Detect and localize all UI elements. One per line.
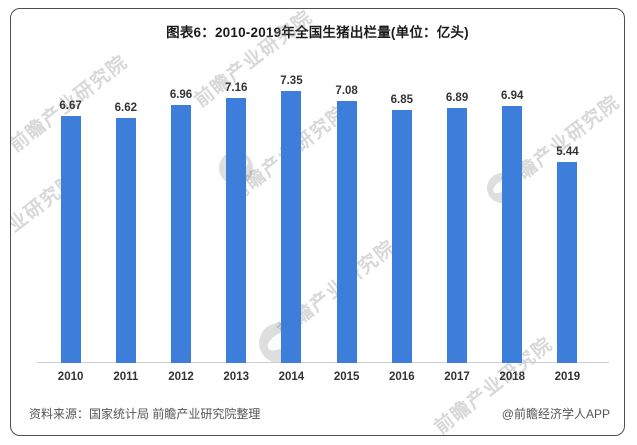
- bar-group-2017: 6.89 2017: [429, 71, 484, 387]
- x-axis-label-2012: 2012: [168, 371, 194, 383]
- chart-frame: 图表6：2010-2019年全国生猪出栏量(单位：亿头) 前瞻产业研究院 前瞻产…: [10, 8, 625, 436]
- bar-value-label: 7.16: [225, 82, 248, 94]
- bar-value-label: 7.35: [280, 75, 303, 87]
- x-axis-label-2010: 2010: [57, 371, 84, 383]
- bar-value-label: 6.94: [501, 90, 524, 102]
- bar-2012: [171, 105, 191, 363]
- bar-group-2010: 6.67 2010: [43, 71, 98, 387]
- bar-2011: [115, 118, 136, 363]
- bar-value-label: 6.67: [59, 100, 82, 112]
- bar-group-2013: 7.16 2013: [209, 71, 264, 387]
- source-note: 资料来源：国家统计局 前瞻产业研究院整理: [29, 407, 261, 421]
- bar-2018: [502, 106, 523, 363]
- x-axis-label-2014: 2014: [278, 371, 305, 383]
- chart-title: 图表6：2010-2019年全国生猪出栏量(单位：亿头): [166, 25, 469, 40]
- bar-series: 6.67 2010 6.62 2011 6.96 2012 7.16 2013 7.35 2014…: [43, 71, 595, 387]
- bar-group-2012: 6.96 2012: [153, 71, 208, 387]
- x-axis-line: [37, 362, 609, 363]
- bar-group-2018: 6.94 2018: [485, 71, 540, 387]
- bar-value-label: 6.89: [445, 92, 469, 104]
- bar-2017: [447, 108, 468, 363]
- bar-value-label: 6.85: [390, 94, 414, 106]
- bar-value-label: 6.62: [114, 102, 137, 114]
- bar-2014: [281, 91, 302, 363]
- bar-group-2014: 7.35 2014: [264, 71, 319, 387]
- x-axis-label-2017: 2017: [444, 371, 470, 383]
- bar-2010: [60, 116, 81, 363]
- x-axis-label-2018: 2018: [499, 371, 526, 383]
- bar-value-label: 7.08: [335, 85, 358, 97]
- credit-note: @前瞻经济学人APP: [501, 407, 610, 421]
- x-axis-label-2015: 2015: [333, 371, 360, 383]
- x-axis-label-2011: 2011: [113, 371, 139, 383]
- bar-chart-plot: 6.67 2010 6.62 2011 6.96 2012 7.16 2013 7.35 2014…: [37, 71, 609, 387]
- bar-group-2015: 7.08 2015: [319, 71, 374, 387]
- bar-2016: [391, 110, 412, 363]
- bar-2019: [557, 162, 578, 363]
- bar-group-2016: 6.85 2016: [374, 71, 429, 387]
- bar-value-label: 5.44: [556, 146, 579, 158]
- bar-group-2011: 6.62 2011: [98, 71, 153, 387]
- bar-2015: [336, 101, 357, 363]
- x-axis-label-2013: 2013: [223, 371, 249, 383]
- bar-2013: [226, 98, 247, 363]
- bar-group-2019: 5.44 2019: [540, 71, 595, 387]
- bar-value-label: 6.96: [169, 89, 193, 101]
- x-axis-label-2019: 2019: [554, 371, 581, 383]
- x-axis-label-2016: 2016: [389, 371, 415, 383]
